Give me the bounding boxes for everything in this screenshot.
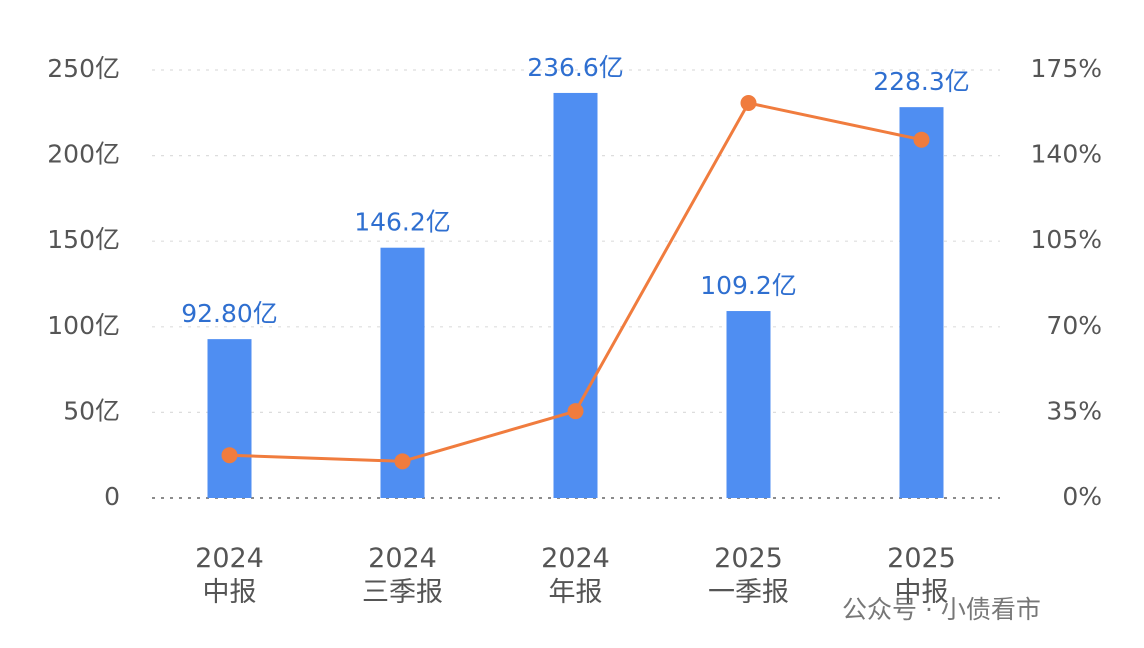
y-tick-label: 50亿 <box>63 396 120 425</box>
bar <box>553 92 598 499</box>
y2-tick-label: 0% <box>1062 482 1102 511</box>
bar <box>726 311 771 498</box>
y2-tick-label: 35% <box>1046 396 1102 425</box>
y-tick-label: 150亿 <box>47 225 120 254</box>
y-tick-label: 100亿 <box>47 311 120 340</box>
line-point <box>913 131 930 148</box>
line-point <box>221 447 238 464</box>
value-label: 109.2亿 <box>700 271 797 300</box>
value-label: 236.6亿 <box>527 53 624 82</box>
y2-tick-label: 70% <box>1046 311 1102 340</box>
x-tick-label: 2024 年报 <box>541 543 610 608</box>
watermark: 公众号 · 小债看市 <box>842 595 1041 624</box>
y2-tick-label: 175% <box>1031 54 1102 83</box>
line-point <box>567 403 584 420</box>
line-point <box>394 453 411 470</box>
x-tick-label: 2024 三季报 <box>362 543 443 608</box>
x-tick-label: 2025 一季报 <box>708 543 789 608</box>
line-point <box>740 95 757 112</box>
y2-tick-label: 105% <box>1031 225 1102 254</box>
x-tick-label: 2025 中报 <box>887 543 956 608</box>
value-label: 92.80亿 <box>181 299 278 328</box>
x-tick-label: 2024 中报 <box>195 543 264 608</box>
value-label: 228.3亿 <box>873 67 970 96</box>
y2-tick-label: 140% <box>1031 140 1102 169</box>
value-label: 146.2亿 <box>354 208 451 237</box>
y-tick-label: 0 <box>104 482 120 511</box>
bar <box>207 339 252 498</box>
y-tick-label: 250亿 <box>47 54 120 83</box>
bar <box>899 107 944 499</box>
y-tick-label: 200亿 <box>47 140 120 169</box>
